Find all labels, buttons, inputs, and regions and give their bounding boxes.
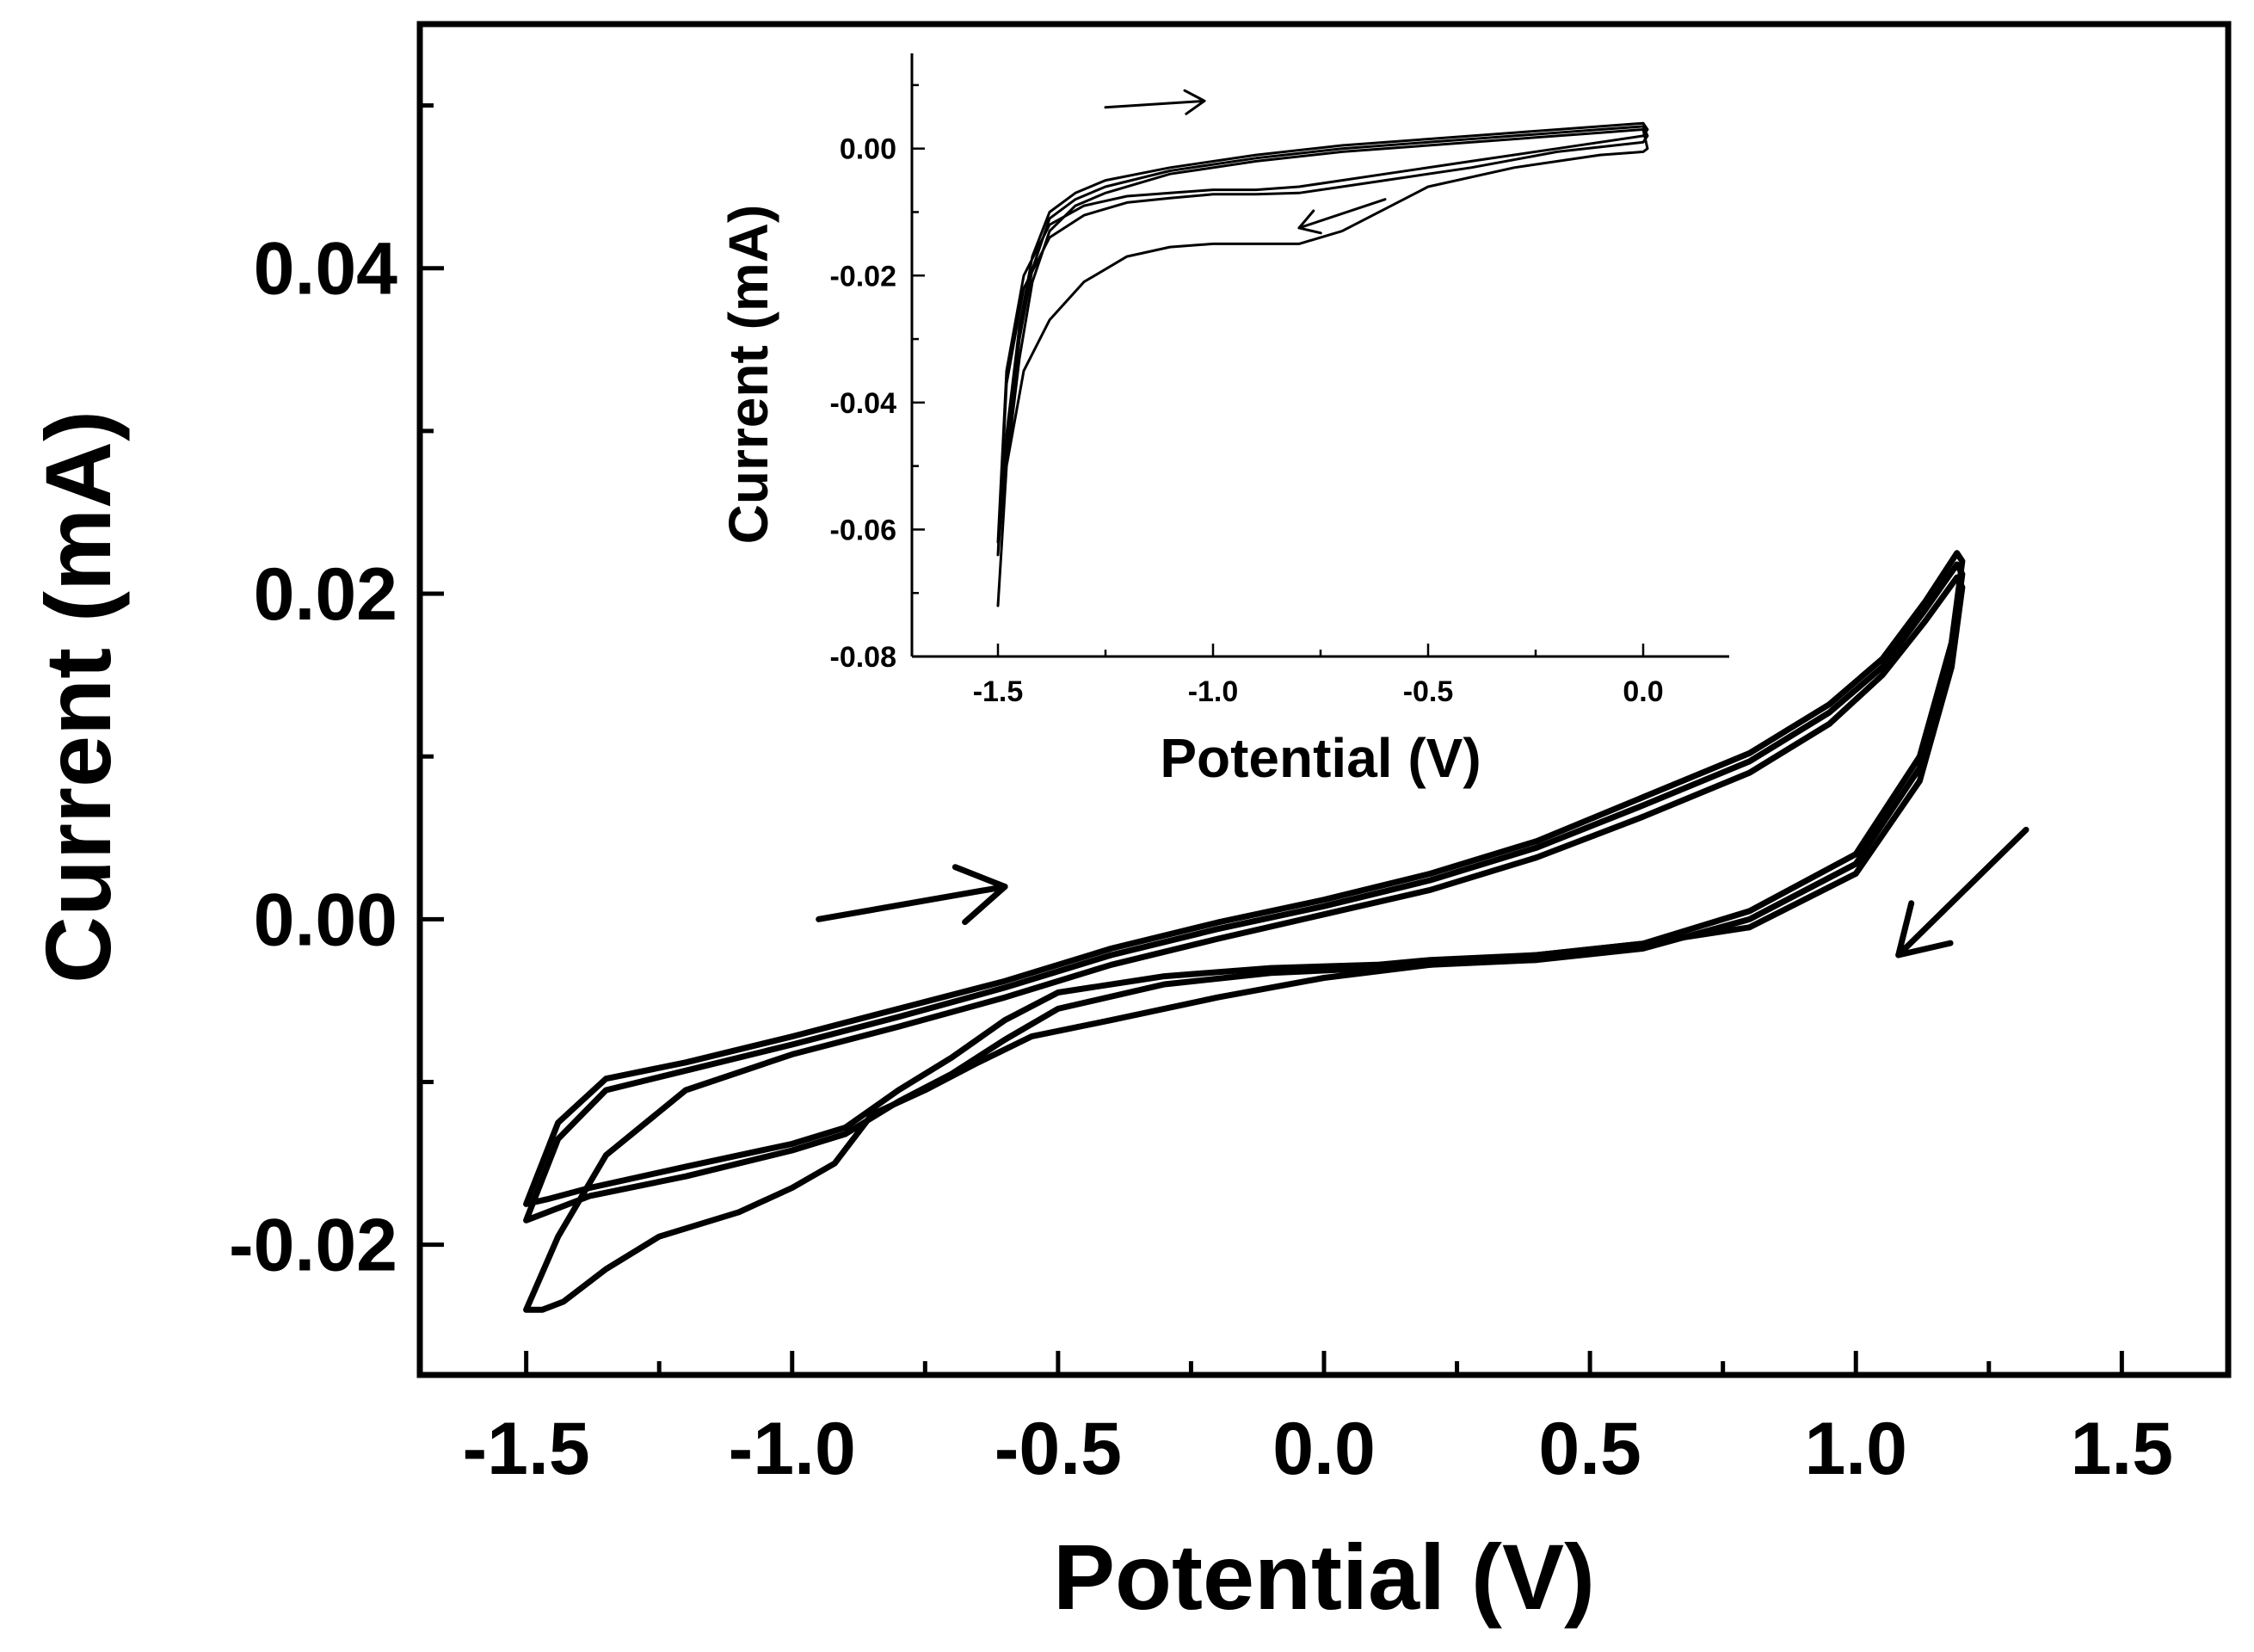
main-x-tick-label: 1.0 [1804,1408,1907,1490]
main-x-tick-label: 1.5 [2071,1408,2174,1490]
inset-x-tick-label: 0.0 [1623,675,1663,708]
inset-arrow-head [1297,209,1322,235]
inset-arrow-shaft [1104,99,1206,109]
inset-x-tick-label: -0.5 [1403,675,1454,708]
inset-y-tick-label: -0.04 [830,387,897,420]
main-y-tick-labels: -0.02 0.00 0.02 0.04 [229,228,397,1287]
main-y-axis-title: Current (mA) [26,410,130,983]
inset-series-3 [996,128,1649,607]
main-chart: -1.5 -1.0 -0.5 0.0 0.5 1.0 1.5 -0.02 0.00 0.02 0.… [26,21,2232,1629]
main-x-tick-label: 0.0 [1272,1408,1376,1490]
inset-x-tick-label: -1.5 [973,675,1024,708]
main-x-tick-label: 0.5 [1538,1408,1641,1490]
main-series-3 [523,574,1966,1313]
main-plot-frame [416,21,2232,1378]
main-arrow-2 [1895,826,2029,959]
inset-x-tick-labels: -1.5 -1.0 -0.5 0.0 [973,675,1664,708]
inset-y-tick-label: -0.02 [830,260,897,293]
inset-arrow-head [1183,89,1206,115]
inset-curves [996,121,1649,607]
inset-y-axis-title: Current (mA) [717,205,779,545]
inset-arrows [1104,89,1387,235]
inset-arrow-2 [1297,198,1387,235]
inset-y-tick-label: -0.08 [830,641,897,674]
main-x-tick-label: -1.0 [729,1408,856,1490]
main-y-tick-label: -0.02 [229,1205,397,1287]
main-arrows [816,826,2029,959]
main-arrow-head [1895,900,1954,959]
main-x-axis-title: Potential (V) [1053,1525,1595,1629]
main-x-tick-label: -1.5 [463,1408,590,1490]
inset-x-axis-title: Potential (V) [1160,727,1481,789]
main-arrow-1 [816,864,1008,926]
inset-y-tick-label: 0.00 [840,133,896,166]
inset-arrow-1 [1104,89,1206,115]
inset-arrow-shaft [1297,198,1387,230]
main-x-tick-label: -0.5 [995,1408,1122,1490]
inset-y-tick-label: -0.06 [830,514,897,546]
main-curves [523,550,1966,1313]
main-y-tick-label: 0.02 [254,553,397,636]
main-arrow-shaft [1895,826,2029,959]
main-arrow-head [951,864,1008,926]
main-y-tick-label: 0.00 [254,878,397,961]
inset-x-tick-label: -1.0 [1188,675,1239,708]
main-y-tick-label: 0.04 [254,228,398,311]
main-x-tick-labels: -1.5 -1.0 -0.5 0.0 0.5 1.0 1.5 [463,1408,2174,1490]
inset-chart: -1.5 -1.0 -0.5 0.0 -0.08 -0.06 -0.04 -0.02 0.00… [717,47,1746,789]
main-arrow-shaft [816,884,1008,922]
inset-y-tick-labels: -0.08 -0.06 -0.04 -0.02 0.00 [830,133,897,674]
